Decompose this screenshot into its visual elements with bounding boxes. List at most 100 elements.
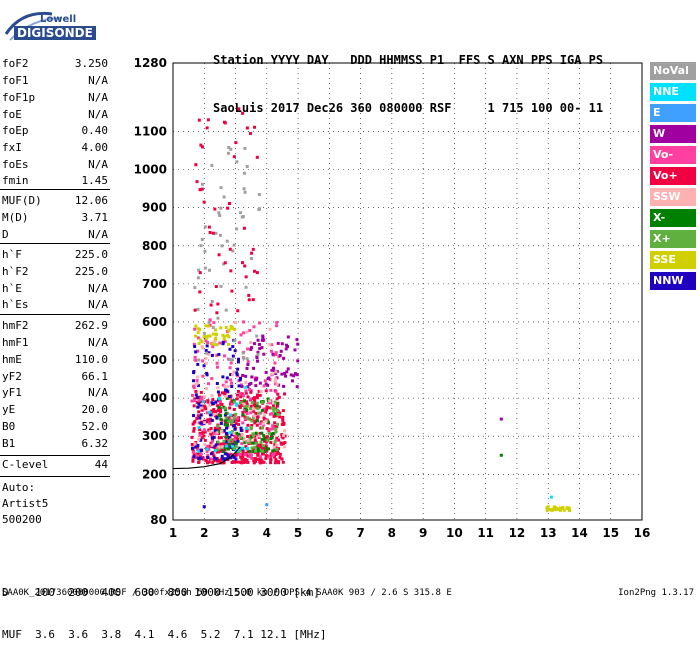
echo-point bbox=[215, 431, 219, 435]
echo-point bbox=[235, 160, 239, 164]
echo-point bbox=[217, 432, 221, 436]
echo-point bbox=[274, 453, 278, 457]
echo-point bbox=[228, 419, 232, 423]
echo-point bbox=[198, 405, 202, 409]
y-tick-label: 400 bbox=[142, 391, 167, 405]
y-tick-label: 1280 bbox=[134, 56, 167, 70]
echo-point bbox=[271, 449, 275, 453]
echo-point bbox=[255, 356, 259, 360]
echo-point bbox=[208, 403, 212, 407]
echo-point bbox=[220, 454, 224, 458]
echo-point bbox=[220, 391, 224, 395]
echo-point bbox=[249, 435, 253, 439]
echo-point bbox=[233, 438, 237, 442]
echo-point bbox=[245, 412, 249, 416]
echo-point bbox=[195, 454, 199, 458]
echo-point bbox=[259, 455, 263, 459]
echo-point bbox=[244, 391, 248, 395]
echo-point bbox=[237, 357, 241, 361]
echo-point bbox=[269, 441, 273, 445]
echo-point bbox=[253, 396, 257, 400]
echo-point bbox=[244, 381, 248, 385]
echo-point bbox=[268, 427, 272, 431]
param-name: fxI bbox=[2, 141, 22, 154]
echo-point bbox=[269, 437, 273, 441]
echo-point bbox=[235, 416, 239, 420]
echo-point bbox=[275, 408, 279, 412]
echo-point bbox=[275, 436, 279, 440]
echo-point bbox=[215, 311, 219, 315]
param-row: yF2 66.1 bbox=[2, 369, 108, 385]
param-name: D bbox=[2, 228, 9, 241]
param-row: B1 6.32 bbox=[2, 436, 108, 452]
echo-point bbox=[256, 415, 260, 419]
param-name: hmE bbox=[2, 353, 22, 366]
echo-point bbox=[232, 432, 236, 436]
echo-point bbox=[201, 374, 205, 378]
echo-point bbox=[253, 445, 257, 449]
echo-point bbox=[215, 450, 219, 454]
echo-point bbox=[224, 308, 228, 312]
echo-point bbox=[220, 445, 224, 449]
echo-point bbox=[222, 195, 226, 199]
echo-point bbox=[234, 141, 238, 145]
echo-point bbox=[276, 422, 280, 426]
echo-point bbox=[249, 390, 253, 394]
echo-point bbox=[250, 346, 254, 350]
echo-point bbox=[273, 412, 277, 416]
echo-point bbox=[212, 412, 216, 416]
echo-point bbox=[214, 400, 218, 404]
echo-point bbox=[245, 446, 249, 450]
echo-point bbox=[293, 372, 297, 376]
echo-point bbox=[196, 327, 200, 331]
echo-point bbox=[198, 416, 202, 420]
echo-point bbox=[256, 452, 260, 456]
echo-point bbox=[210, 299, 214, 303]
echo-point bbox=[257, 411, 261, 415]
echo-point bbox=[249, 453, 253, 457]
echo-point bbox=[219, 436, 223, 440]
echo-point bbox=[225, 239, 229, 243]
legend-item-nne: NNE bbox=[650, 83, 696, 101]
echo-point bbox=[246, 423, 250, 427]
echo-point bbox=[286, 335, 290, 339]
echo-point bbox=[209, 303, 213, 307]
param-value: N/A bbox=[88, 158, 108, 171]
param-value: 3.71 bbox=[81, 211, 109, 224]
echo-point bbox=[197, 358, 201, 362]
echo-point bbox=[199, 143, 203, 147]
echo-point bbox=[197, 118, 201, 122]
echo-point bbox=[280, 342, 284, 346]
x-tick-label: 4 bbox=[263, 526, 271, 540]
echo-point bbox=[244, 374, 248, 378]
echo-point bbox=[262, 384, 266, 388]
echo-point bbox=[267, 455, 271, 459]
echo-point bbox=[208, 421, 212, 425]
echo-point bbox=[255, 458, 259, 462]
echo-point bbox=[246, 460, 250, 464]
clevel-row: C-level 44 bbox=[2, 457, 108, 473]
echo-point bbox=[241, 455, 245, 459]
echo-point bbox=[206, 453, 210, 457]
echo-point bbox=[230, 381, 234, 385]
echo-point bbox=[256, 407, 260, 411]
echo-point bbox=[206, 455, 210, 459]
echo-point bbox=[229, 147, 233, 151]
echo-point bbox=[251, 434, 255, 438]
echo-point bbox=[210, 443, 214, 447]
echo-point bbox=[228, 347, 232, 351]
echo-point bbox=[274, 458, 278, 462]
echo-point bbox=[246, 360, 250, 364]
echo-point bbox=[245, 404, 249, 408]
echo-point bbox=[561, 505, 565, 509]
echo-point bbox=[281, 441, 285, 445]
echo-point bbox=[280, 457, 284, 461]
echo-point bbox=[202, 428, 206, 432]
param-name: foF2 bbox=[2, 57, 29, 70]
echo-point bbox=[268, 327, 272, 331]
param-value: 52.0 bbox=[81, 420, 109, 433]
echo-point bbox=[223, 446, 227, 450]
echo-point bbox=[241, 446, 245, 450]
echo-point bbox=[276, 392, 280, 396]
echo-point bbox=[282, 422, 286, 426]
